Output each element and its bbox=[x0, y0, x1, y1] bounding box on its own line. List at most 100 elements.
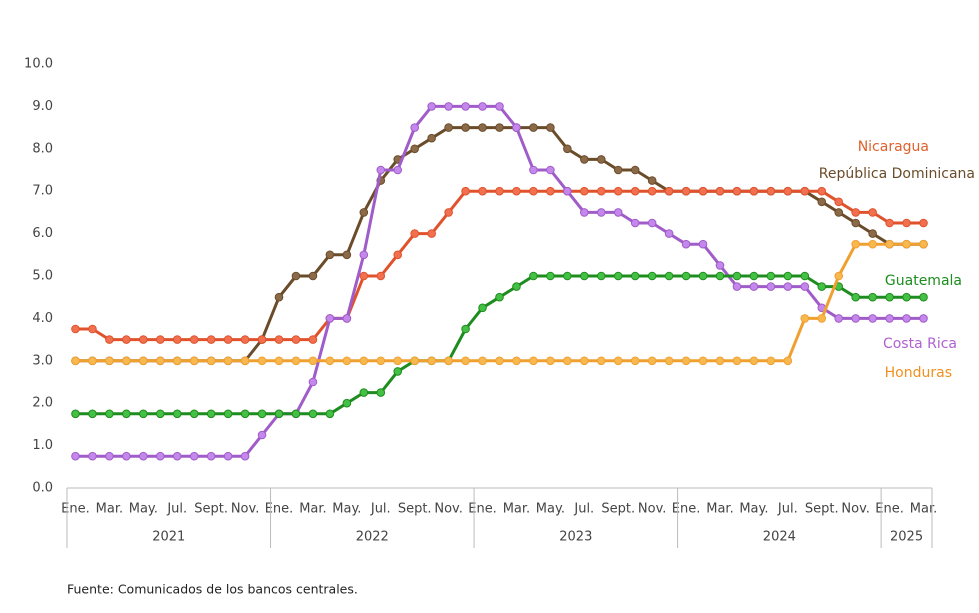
data-point bbox=[630, 186, 640, 196]
data-point bbox=[291, 335, 301, 344]
series-label: República Dominicana bbox=[819, 166, 975, 182]
y-tick-label: 5.0 bbox=[32, 269, 53, 284]
data-point bbox=[851, 208, 860, 217]
data-point bbox=[308, 335, 318, 344]
data-point bbox=[223, 451, 233, 461]
data-point bbox=[461, 356, 470, 366]
data-point bbox=[88, 324, 97, 334]
data-point bbox=[359, 208, 369, 217]
data-point bbox=[495, 292, 504, 302]
data-point bbox=[868, 229, 877, 238]
data-point bbox=[817, 314, 827, 323]
data-point bbox=[783, 271, 793, 281]
x-tick-label: Jul. bbox=[370, 502, 391, 517]
x-tick-label: Nov. bbox=[638, 502, 667, 517]
data-point bbox=[766, 271, 776, 281]
x-tick-label: Jul. bbox=[573, 502, 594, 517]
data-point bbox=[240, 409, 250, 419]
data-point bbox=[393, 367, 403, 376]
data-point bbox=[766, 356, 776, 366]
data-point bbox=[495, 356, 504, 366]
data-point bbox=[529, 356, 538, 366]
data-point bbox=[885, 292, 894, 302]
year-label: 2023 bbox=[559, 530, 592, 545]
data-point bbox=[613, 271, 623, 281]
data-point bbox=[749, 356, 759, 366]
data-point bbox=[546, 165, 555, 175]
data-point bbox=[71, 451, 80, 461]
data-point bbox=[88, 356, 97, 366]
data-point bbox=[630, 271, 640, 281]
data-point bbox=[410, 144, 419, 154]
data-point bbox=[376, 271, 386, 281]
x-tick-label: Sept. bbox=[601, 502, 635, 517]
data-point bbox=[563, 186, 572, 196]
data-point bbox=[800, 271, 810, 281]
data-point bbox=[834, 197, 844, 207]
data-point bbox=[376, 356, 386, 366]
data-point bbox=[749, 186, 759, 196]
data-point bbox=[155, 451, 165, 461]
data-point bbox=[715, 271, 725, 281]
series-line bbox=[75, 189, 924, 342]
data-point bbox=[223, 409, 233, 419]
x-tick-label: Jul. bbox=[166, 502, 187, 517]
data-point bbox=[291, 356, 301, 366]
data-point bbox=[800, 314, 810, 323]
data-point bbox=[105, 451, 114, 461]
data-point bbox=[732, 282, 742, 291]
y-tick-label: 8.0 bbox=[32, 141, 53, 156]
data-point bbox=[681, 356, 691, 366]
x-tick-label: Ene. bbox=[265, 502, 294, 517]
data-point bbox=[291, 409, 301, 419]
y-tick-label: 9.0 bbox=[32, 99, 53, 114]
data-point bbox=[834, 271, 844, 281]
data-point bbox=[596, 208, 606, 217]
x-tick-label: May. bbox=[739, 502, 768, 517]
data-point bbox=[817, 197, 827, 207]
data-point bbox=[122, 356, 131, 366]
data-point bbox=[308, 356, 318, 366]
data-point bbox=[902, 218, 911, 228]
data-point bbox=[325, 314, 335, 323]
data-point bbox=[529, 271, 538, 281]
x-tick-label: Sept. bbox=[805, 502, 839, 517]
data-point bbox=[410, 229, 419, 238]
data-point bbox=[274, 292, 284, 302]
x-tick-label: Nov. bbox=[231, 502, 260, 517]
data-point bbox=[105, 335, 114, 344]
series-line bbox=[75, 242, 924, 363]
data-point bbox=[783, 356, 793, 366]
x-tick-label: Ene. bbox=[61, 502, 90, 517]
x-tick-label: May. bbox=[332, 502, 361, 517]
data-point bbox=[172, 335, 182, 344]
data-point bbox=[257, 335, 267, 344]
data-point bbox=[698, 239, 708, 249]
data-point bbox=[783, 186, 793, 196]
data-point bbox=[410, 123, 419, 132]
data-point bbox=[512, 356, 521, 366]
data-point bbox=[105, 356, 114, 366]
data-point bbox=[512, 123, 521, 132]
data-point bbox=[342, 250, 352, 260]
data-point bbox=[427, 229, 436, 238]
data-point bbox=[325, 356, 335, 366]
data-point bbox=[580, 356, 589, 366]
data-point bbox=[359, 250, 369, 260]
data-point bbox=[630, 218, 640, 228]
x-tick-label: Sept. bbox=[194, 502, 228, 517]
data-point bbox=[427, 356, 436, 366]
data-point bbox=[647, 176, 657, 185]
data-point bbox=[240, 356, 250, 366]
x-tick-label: May. bbox=[536, 502, 565, 517]
data-point bbox=[732, 356, 742, 366]
y-tick-label: 4.0 bbox=[32, 311, 53, 326]
data-point bbox=[342, 356, 352, 366]
data-point bbox=[189, 356, 199, 366]
data-point bbox=[851, 239, 860, 249]
data-point bbox=[172, 356, 182, 366]
data-point bbox=[546, 271, 555, 281]
data-point bbox=[308, 377, 318, 387]
data-point bbox=[155, 409, 165, 419]
data-point bbox=[155, 356, 165, 366]
